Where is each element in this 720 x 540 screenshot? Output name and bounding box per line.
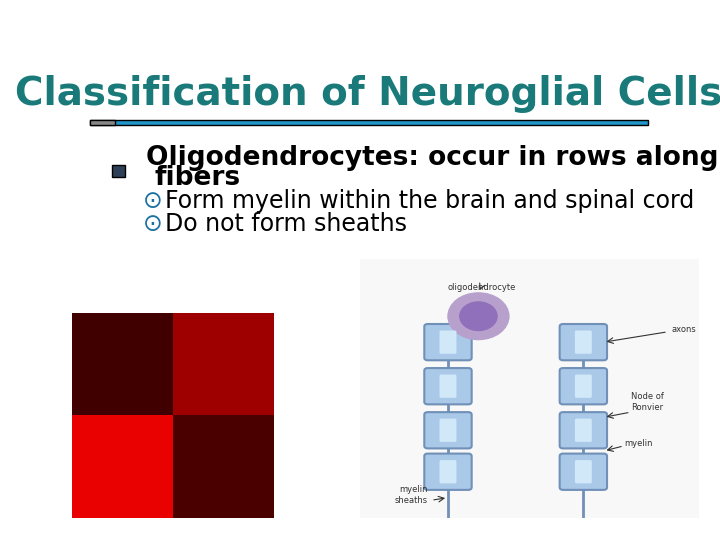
Text: fibers: fibers [154, 165, 240, 191]
FancyBboxPatch shape [112, 165, 125, 177]
FancyBboxPatch shape [90, 120, 648, 125]
FancyBboxPatch shape [439, 418, 456, 442]
FancyBboxPatch shape [424, 454, 472, 490]
Text: Do not form sheaths: Do not form sheaths [166, 212, 408, 235]
FancyBboxPatch shape [559, 368, 607, 404]
FancyBboxPatch shape [559, 324, 607, 360]
FancyBboxPatch shape [575, 375, 592, 398]
Text: myelin
sheaths: myelin sheaths [395, 485, 428, 505]
FancyBboxPatch shape [559, 412, 607, 448]
FancyBboxPatch shape [90, 120, 115, 125]
Text: ⊙: ⊙ [143, 189, 163, 213]
Circle shape [460, 302, 497, 330]
FancyBboxPatch shape [424, 368, 472, 404]
Text: Oligodendrocytes: occur in rows along nerve: Oligodendrocytes: occur in rows along ne… [145, 145, 720, 171]
FancyBboxPatch shape [575, 418, 592, 442]
FancyBboxPatch shape [439, 375, 456, 398]
FancyBboxPatch shape [575, 330, 592, 354]
Text: axons: axons [671, 325, 696, 334]
FancyBboxPatch shape [575, 460, 592, 483]
FancyBboxPatch shape [559, 454, 607, 490]
FancyBboxPatch shape [424, 412, 472, 448]
Text: Form myelin within the brain and spinal cord: Form myelin within the brain and spinal … [166, 189, 695, 213]
Text: ⊙: ⊙ [143, 212, 163, 235]
Text: myelin: myelin [624, 439, 652, 448]
FancyBboxPatch shape [424, 324, 472, 360]
FancyBboxPatch shape [439, 330, 456, 354]
Text: oligodendrocyte: oligodendrocyte [448, 284, 516, 292]
Circle shape [448, 293, 509, 340]
FancyBboxPatch shape [439, 460, 456, 483]
Text: Classification of Neuroglial Cells: Classification of Neuroglial Cells [15, 75, 720, 113]
Text: Node of
Ronvier: Node of Ronvier [631, 392, 664, 411]
